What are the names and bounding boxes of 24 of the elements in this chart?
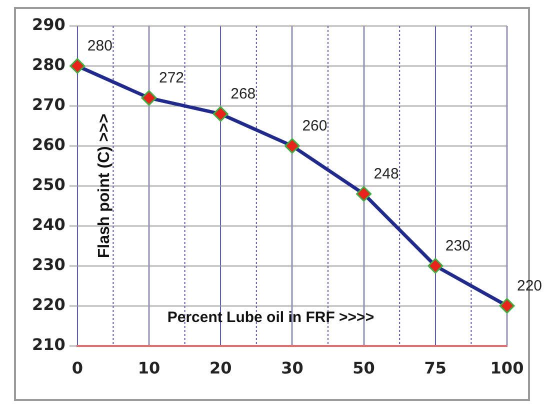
- y-tick-label: 260: [32, 135, 66, 154]
- x-tick-label: 30: [281, 358, 304, 378]
- y-tick-label: 210: [32, 334, 66, 354]
- data-label: 230: [445, 237, 470, 254]
- y-tick-label: 250: [32, 175, 66, 194]
- y-tick-label: 290: [32, 15, 66, 34]
- data-label: 260: [302, 118, 328, 135]
- y-tick-label: 230: [32, 255, 66, 274]
- y-tick-label: 220: [32, 294, 66, 314]
- y-axis-title: Flash point (C) >>>: [96, 114, 113, 258]
- data-label: 272: [159, 70, 184, 87]
- x-tick-label: 0: [72, 358, 83, 378]
- x-tick-label: 100: [490, 358, 524, 378]
- x-tick-label: 20: [209, 358, 232, 378]
- data-label: 268: [230, 86, 256, 103]
- x-tick-label: 75: [424, 358, 447, 378]
- y-tick-label: 270: [32, 95, 66, 114]
- data-label: 220: [517, 277, 542, 294]
- data-label: 248: [374, 166, 399, 183]
- y-tick-label: 280: [32, 55, 66, 74]
- y-tick-label: 240: [32, 215, 66, 234]
- x-tick-label: 10: [138, 358, 160, 378]
- data-label: 280: [87, 38, 112, 55]
- x-tick-label: 50: [352, 358, 375, 378]
